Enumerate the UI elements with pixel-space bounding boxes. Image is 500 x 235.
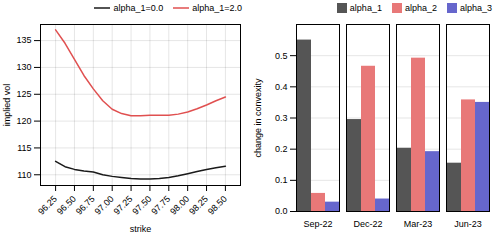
svg-text:0.0: 0.0 bbox=[275, 206, 288, 216]
svg-text:0.3: 0.3 bbox=[275, 113, 288, 123]
svg-text:98.50: 98.50 bbox=[206, 194, 229, 217]
svg-text:98.00: 98.00 bbox=[168, 194, 191, 217]
html-text:alpha_2: alpha_2 bbox=[404, 3, 437, 13]
svg-text:implied vol: implied vol bbox=[2, 84, 12, 127]
svg-text:135: 135 bbox=[16, 35, 31, 45]
svg-text:Dec-22: Dec-22 bbox=[353, 219, 382, 229]
svg-text:96.75: 96.75 bbox=[74, 194, 97, 217]
svg-text:96.25: 96.25 bbox=[36, 194, 59, 217]
svg-text:97.75: 97.75 bbox=[149, 194, 172, 217]
svg-text:0.5: 0.5 bbox=[275, 51, 288, 61]
svg-text:98.25: 98.25 bbox=[187, 194, 210, 217]
html-text:alpha_3: alpha_3 bbox=[460, 3, 492, 13]
svg-text:97.25: 97.25 bbox=[112, 194, 135, 217]
svg-text:97.50: 97.50 bbox=[130, 194, 153, 217]
html-text:alpha_1=2.0: alpha_1=2.0 bbox=[192, 3, 242, 13]
svg-text:strike: strike bbox=[130, 224, 152, 234]
html-text:alpha_1=0.0: alpha_1=0.0 bbox=[113, 3, 164, 13]
svg-text:Mar-23: Mar-23 bbox=[404, 219, 433, 229]
svg-text:Jun-23: Jun-23 bbox=[454, 219, 482, 229]
svg-text:96.50: 96.50 bbox=[55, 194, 78, 217]
svg-text:change in convexity: change in convexity bbox=[253, 78, 263, 158]
svg-text:115: 115 bbox=[17, 143, 31, 153]
svg-text:125: 125 bbox=[16, 89, 31, 99]
html-text:alpha_1: alpha_1 bbox=[349, 3, 382, 13]
svg-text:0.2: 0.2 bbox=[275, 144, 288, 154]
svg-text:110: 110 bbox=[17, 170, 31, 180]
svg-text:130: 130 bbox=[16, 62, 31, 72]
svg-text:97.00: 97.00 bbox=[93, 194, 116, 217]
svg-text:0.4: 0.4 bbox=[275, 82, 288, 92]
svg-text:120: 120 bbox=[16, 116, 31, 126]
svg-text:0.1: 0.1 bbox=[275, 175, 288, 185]
svg-text:Sep-22: Sep-22 bbox=[303, 219, 332, 229]
